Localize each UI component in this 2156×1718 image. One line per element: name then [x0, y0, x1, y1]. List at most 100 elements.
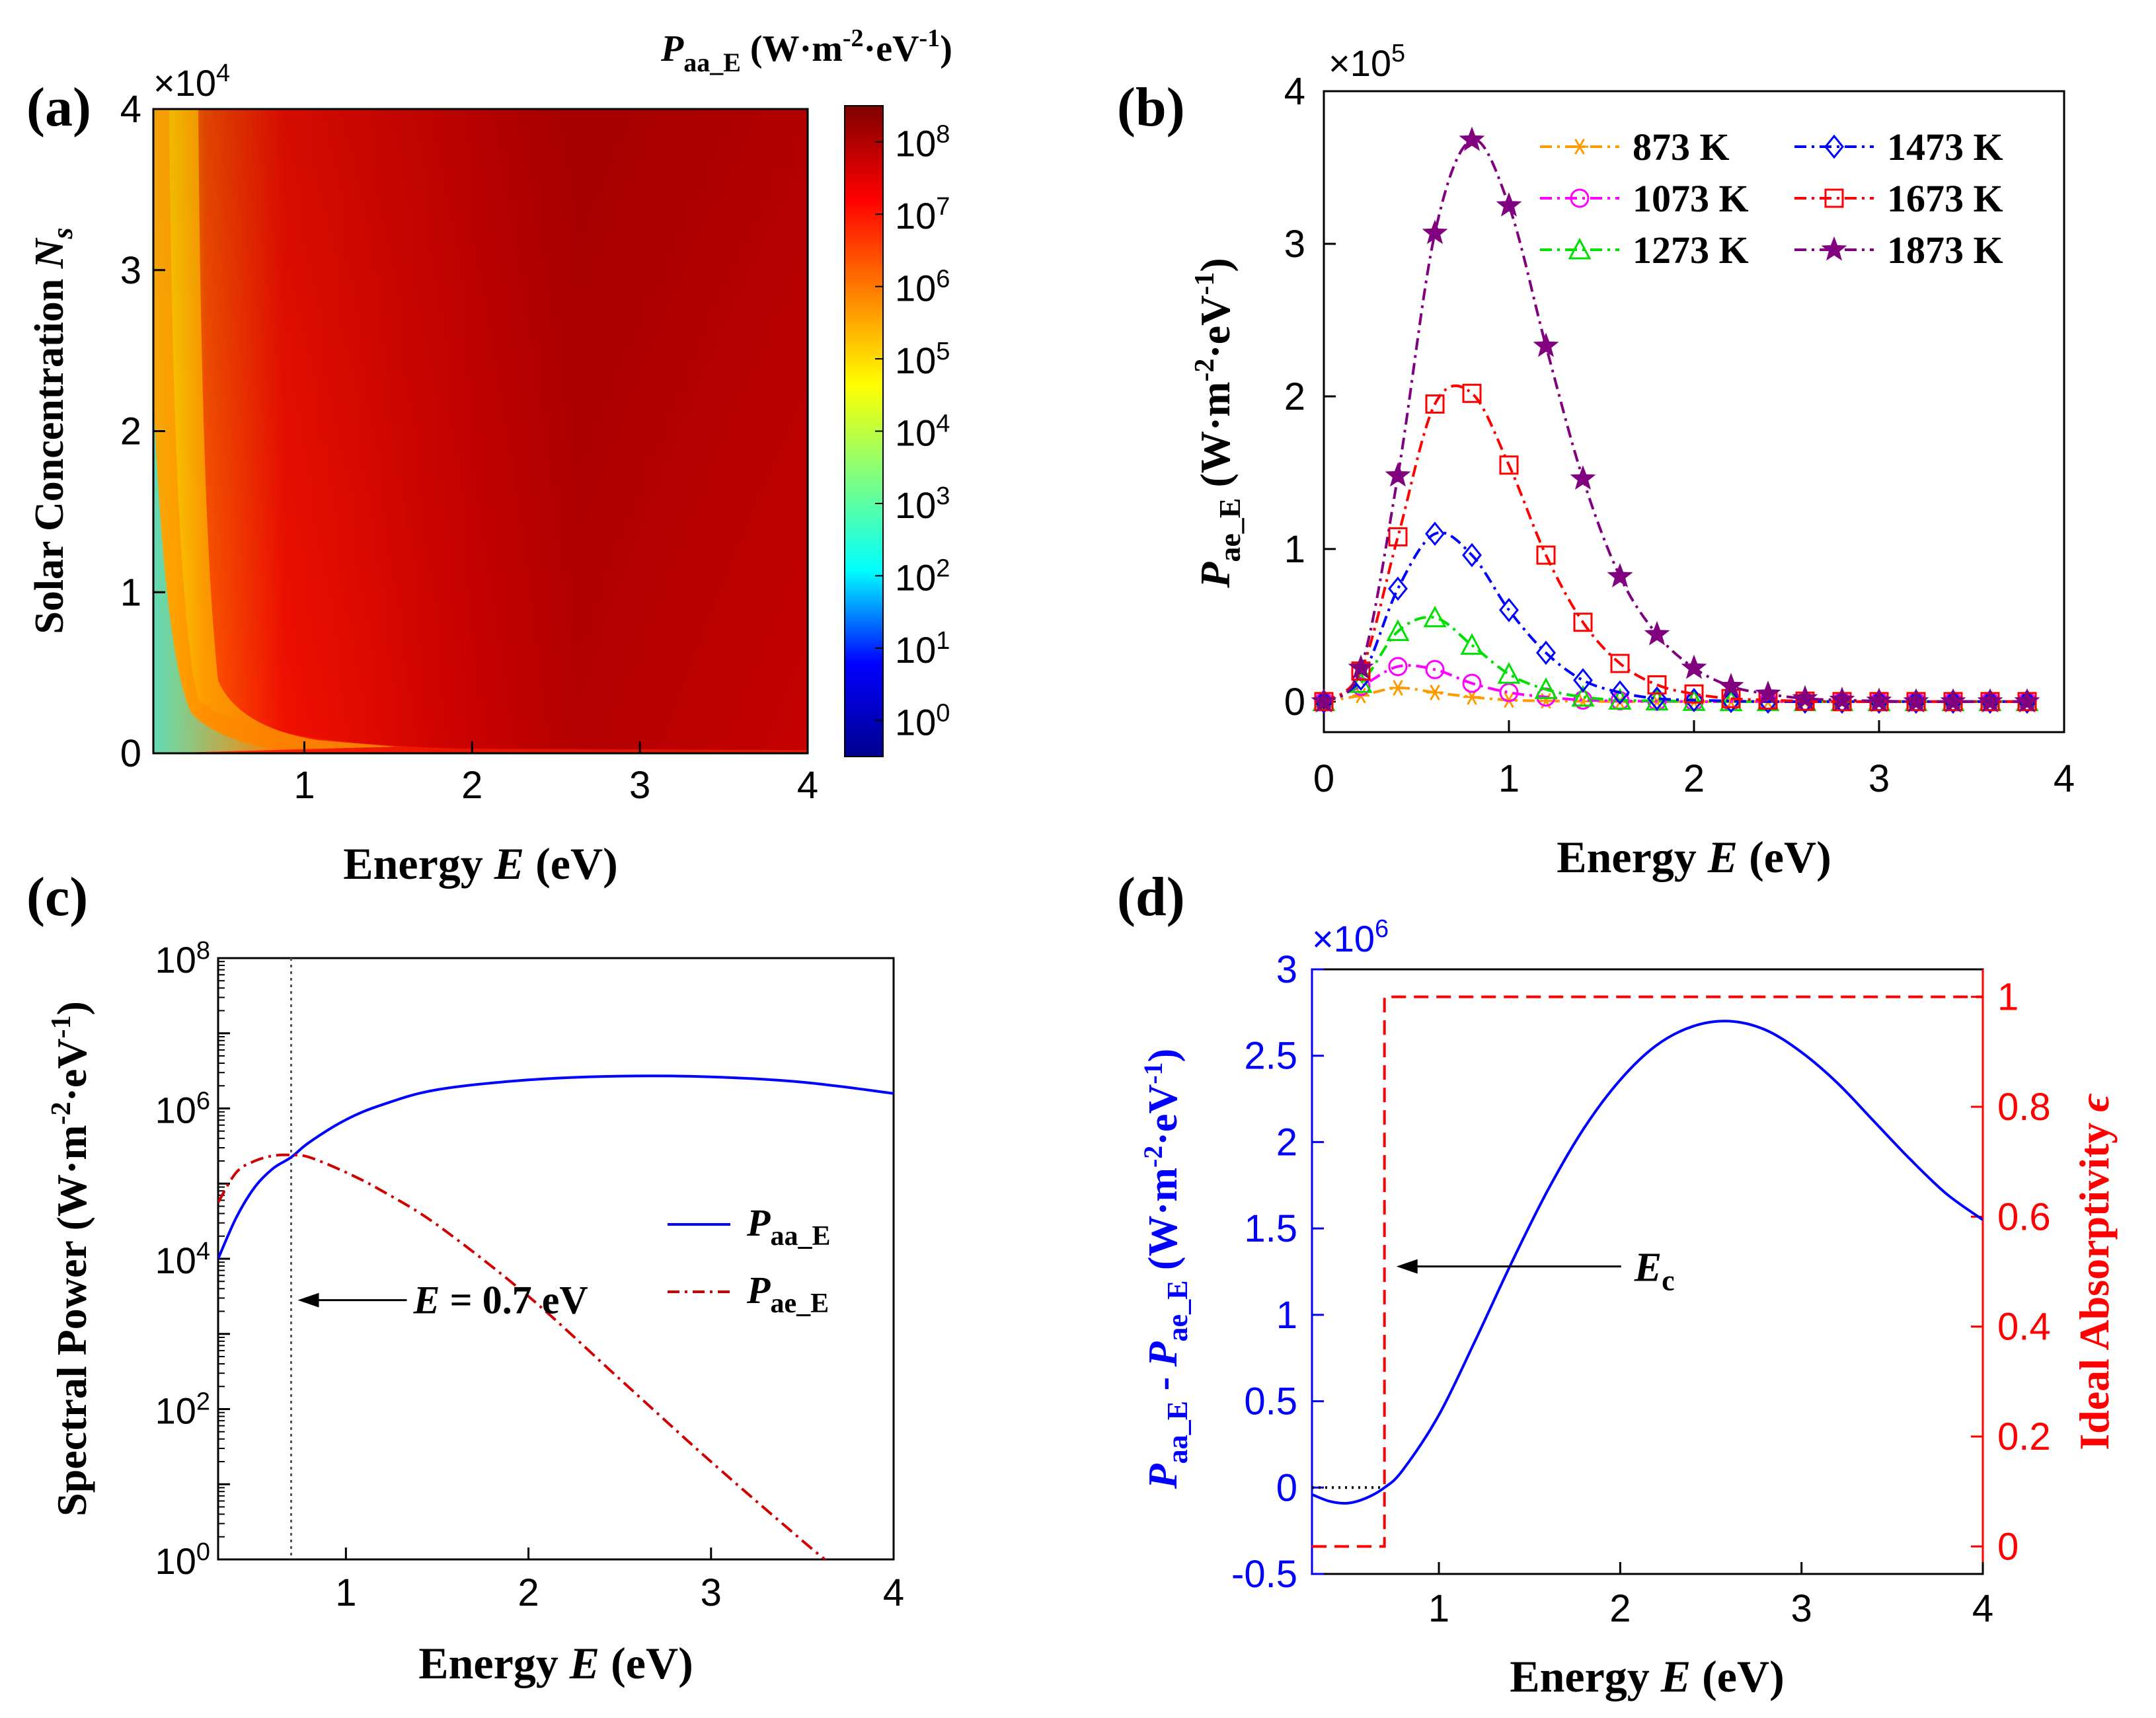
y-multiplier: ×105 [1328, 40, 1405, 84]
legend-marker [1824, 188, 1844, 208]
left-y-s2: ae_E [1161, 1281, 1194, 1342]
x-tick-label: 3 [1791, 1587, 1812, 1630]
x-tick-label: 3 [629, 764, 650, 807]
colorbar-tick-label: 100 [895, 699, 950, 743]
left-y-tick-label: 1.5 [1244, 1207, 1297, 1250]
series-ideal-absorptivity [1312, 995, 1983, 1548]
right-y-axis-label: Ideal Absorptivity ϵ [2071, 1094, 2118, 1450]
data-point [1423, 605, 1447, 628]
left-y-exp2: -1 [1138, 1062, 1168, 1084]
y-label-exp2: -1 [1190, 272, 1220, 295]
x-label-italic: E [1660, 1651, 1691, 1701]
y-label-post: ) [48, 1001, 95, 1015]
colorbar-tick-label: 104 [895, 410, 950, 454]
colorbar-tick-label-exp: 3 [936, 482, 950, 510]
x-axis-label: Energy E (eV) [343, 839, 617, 889]
right-y-text: Ideal Absorptivity [2071, 1112, 2118, 1450]
y-tick-label-base: 10 [155, 1240, 196, 1281]
y-axis-label: Spectral Power (W·m-2·eV-1) [46, 1001, 95, 1516]
y-tick-label-exp: 2 [196, 1388, 210, 1416]
data-point [1534, 677, 1558, 699]
plot-frame [217, 957, 895, 1561]
data-point [1311, 688, 1337, 713]
left-y-tick-label: -0.5 [1231, 1553, 1297, 1596]
legend: Paa_E Pae_E [668, 1201, 830, 1319]
data-point [1607, 562, 1633, 587]
data-point [1385, 462, 1411, 487]
cb-label-units-prefix: (W·m [741, 28, 843, 69]
data-point [1499, 597, 1519, 622]
x-tick-label: 1 [1498, 757, 1520, 800]
annotation-text: Ec [1634, 1246, 1675, 1297]
right-y-tick-label: 0.2 [1997, 1415, 2051, 1458]
x-label-italic: E [1707, 832, 1738, 882]
x-tick-label: 1 [1428, 1587, 1449, 1630]
data-point [1348, 654, 1374, 679]
legend-marker [1821, 236, 1847, 261]
data-point [1684, 688, 1704, 712]
cb-label-mid: ·eV [864, 28, 919, 69]
colorbar-tick-label-exp: 7 [936, 193, 950, 221]
colorbar-tick-label-exp: 0 [936, 699, 950, 727]
legend-label-paa: Paa_E [746, 1201, 830, 1251]
y-label-pre: Spectral Power (W·m [48, 1125, 95, 1516]
y-tick-label: 0 [1284, 681, 1305, 724]
data-point [1829, 687, 1855, 712]
legend-label-pae-symbol: P [746, 1269, 771, 1312]
colorbar-tick-label-exp: 8 [936, 121, 950, 149]
data-point [1573, 668, 1593, 692]
y-tick-label-exp: 6 [196, 1088, 210, 1115]
plot-frame [1311, 968, 1984, 1575]
legend-label: 1273 K [1633, 229, 1749, 272]
y-label-italic: N [27, 237, 72, 269]
left-y-tick-label: 1 [1276, 1294, 1297, 1337]
marker-stroke [1393, 680, 1403, 696]
right-y-tick-label: 0.8 [1997, 1086, 2051, 1129]
data-point [1499, 683, 1519, 702]
colorbar-tick-label-base: 10 [895, 484, 936, 526]
y-multiplier-base: ×10 [153, 62, 216, 104]
x-tick-label: 4 [797, 764, 818, 807]
legend-marker [1824, 134, 1844, 159]
data-point [1610, 680, 1630, 705]
right-y-tick-label: 0 [1997, 1525, 2019, 1568]
y-tick-label: 2 [120, 410, 141, 453]
cb-label-symbol: P [660, 28, 684, 69]
data-point [1940, 688, 1966, 713]
series-p-aa-e-p-ae-e [1312, 1020, 1983, 1505]
data-point [1388, 527, 1408, 546]
y-multiplier-exp: 6 [1375, 915, 1389, 943]
x-axis-ticks: 1 2 3 4 [335, 1548, 904, 1614]
data-point [1977, 688, 2003, 713]
y-label-suffix: ) [1192, 258, 1239, 272]
colorbar-tick-label-base: 10 [895, 556, 936, 598]
x-tick-label: 0 [1313, 757, 1334, 800]
annotation-sub: c [1662, 1265, 1675, 1297]
left-y-tick-label: 2 [1276, 1121, 1297, 1164]
data-point [1425, 521, 1445, 546]
left-y-exp1: -2 [1138, 1146, 1168, 1168]
colorbar-tick-label-base: 10 [895, 268, 936, 309]
right-y-italic: ϵ [2071, 1094, 2118, 1112]
y-label-mid: ·eV [1192, 295, 1239, 359]
y-tick-label-base: 10 [155, 939, 196, 981]
annotation-italic: E [412, 1279, 440, 1322]
y-tick-label: 0 [120, 732, 141, 775]
marker-stroke [1574, 138, 1585, 155]
data-point [1425, 659, 1445, 679]
y-multiplier-base: ×10 [1312, 918, 1375, 959]
y-tick-label: 4 [1284, 70, 1305, 113]
y-tick-label: 108 [155, 937, 210, 981]
y-tick-label: 1 [1284, 528, 1305, 571]
x-tick-label: 3 [701, 1571, 722, 1614]
x-label-post: (eV) [1691, 1651, 1785, 1701]
data-point [1647, 686, 1667, 711]
y-tick-label: 3 [1284, 223, 1305, 266]
x-tick-label: 4 [1972, 1587, 1993, 1630]
y-tick-label-base: 10 [155, 1090, 196, 1131]
data-point [1536, 640, 1556, 665]
heatmap-low-corner [153, 396, 278, 753]
cb-label-exp2: -1 [919, 24, 941, 52]
